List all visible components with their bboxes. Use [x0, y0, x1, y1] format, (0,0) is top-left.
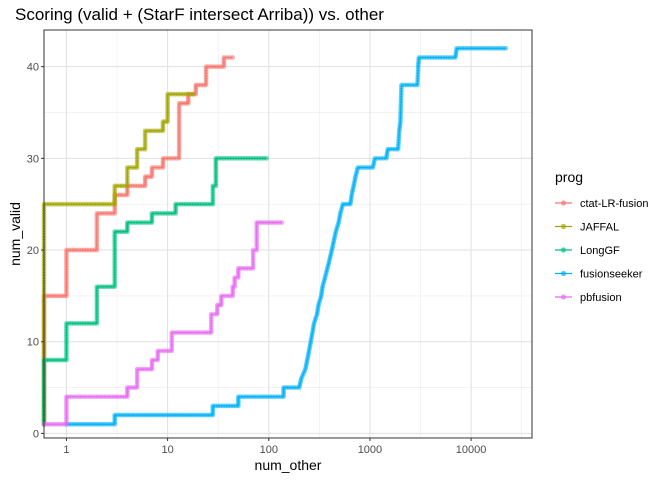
y-tick-label: 0 [33, 428, 39, 440]
axes: 0 10 20 30 40 1 10 100 1000 10000 [27, 29, 533, 456]
legend-label: fusionseeker [580, 269, 643, 281]
x-tick-label: 1 [63, 444, 69, 456]
legend-item-JAFFAL: JAFFAL [555, 222, 619, 234]
x-tick-label: 1000 [358, 444, 382, 456]
gridlines [44, 30, 532, 438]
y-axis-title: num_valid [7, 202, 23, 266]
legend-key-point [560, 223, 567, 230]
legend-item-ctat-LR-fusion: ctat-LR-fusion [555, 198, 648, 210]
data-point [503, 45, 509, 51]
y-tick-label: 20 [27, 245, 39, 257]
series-pbfusion [41, 220, 285, 427]
data-point [264, 155, 269, 161]
series-ctat-LR-fusion [41, 55, 236, 427]
y-tick-label: 40 [27, 62, 39, 74]
legend-label: JAFFAL [580, 222, 619, 234]
y-tick-label: 10 [27, 337, 39, 349]
legend-item-LongGF: LongGF [555, 245, 620, 257]
legend-items: ctat-LR-fusion JAFFAL LongGF fusionseeker pb… [555, 198, 648, 304]
chart-title: Scoring (valid + (StarF intersect Arriba… [15, 5, 384, 24]
legend-label: LongGF [580, 245, 620, 257]
legend-key-point [560, 294, 567, 300]
legend-key-point [560, 247, 567, 253]
legend-key-point [560, 200, 567, 206]
legend-key-point [560, 270, 567, 277]
y-tick-label: 30 [27, 153, 39, 165]
data-point [230, 55, 236, 60]
panel-border [43, 29, 533, 439]
legend: prog ctat-LR-fusion JAFFAL LongGF fusionsee… [555, 169, 648, 304]
data-point [279, 220, 285, 225]
legend-title: prog [555, 169, 583, 185]
data-point [250, 247, 256, 253]
legend-label: pbfusion [580, 292, 622, 304]
x-tick-label: 100 [260, 444, 278, 456]
x-tick-label: 10 [161, 444, 173, 456]
x-axis-title: num_other [255, 457, 322, 473]
data-point [232, 275, 238, 280]
legend-label: ctat-LR-fusion [580, 198, 648, 210]
data-point [191, 91, 196, 97]
x-tick-label: 10000 [456, 444, 487, 456]
legend-item-fusionseeker: fusionseeker [555, 269, 643, 281]
series-fusionseeker [64, 45, 509, 427]
legend-item-pbfusion: pbfusion [555, 292, 622, 304]
series-layer [41, 45, 509, 427]
